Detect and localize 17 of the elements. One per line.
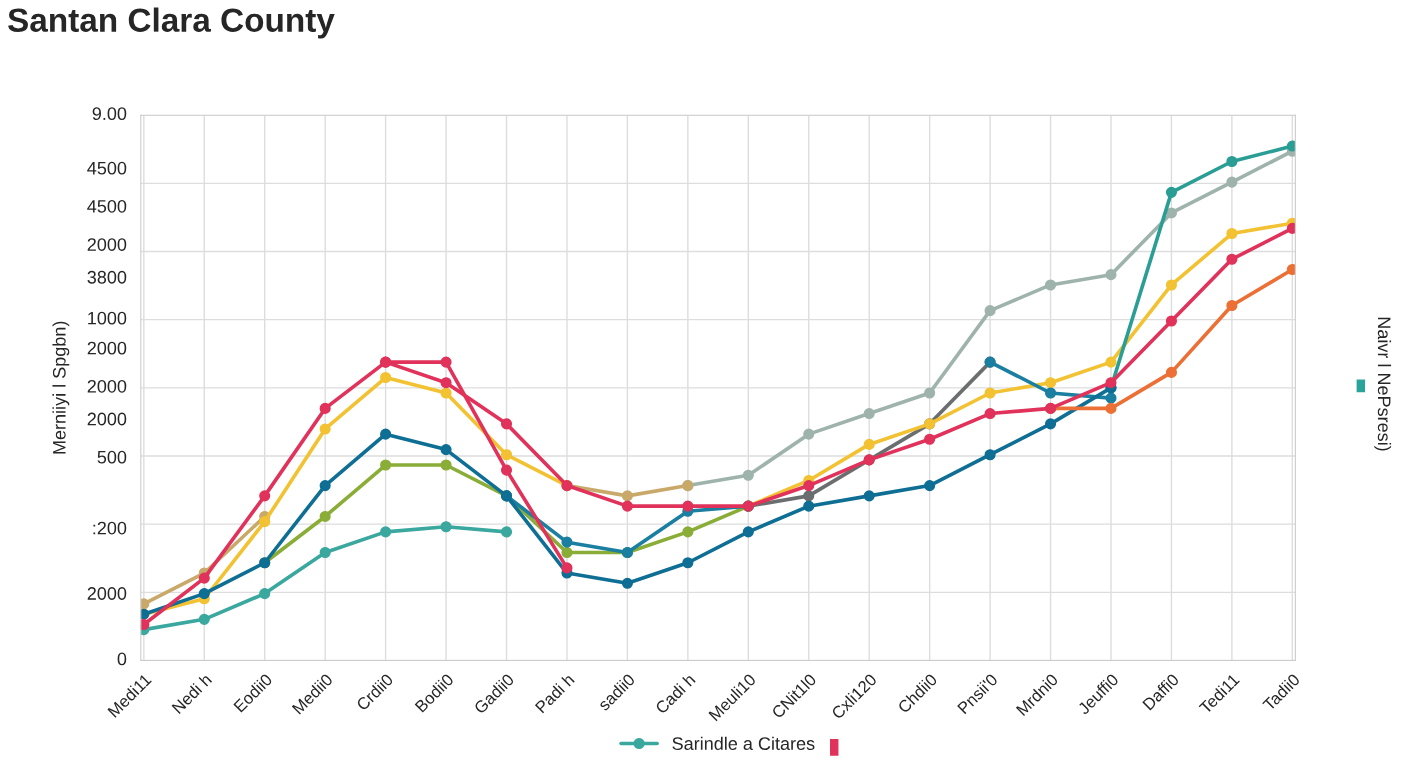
text: 0 bbox=[117, 652, 127, 666]
text: Naivr l NePsresi) bbox=[1374, 317, 1392, 451]
text: 4500 bbox=[87, 161, 127, 175]
text: :200 bbox=[93, 521, 127, 535]
y-axis-title: Merniiyi l Spgbn) bbox=[52, 321, 70, 454]
text: 9.00 bbox=[92, 107, 127, 121]
text: 2000 bbox=[87, 341, 127, 355]
chart-title: Santan Clara County bbox=[8, 7, 335, 39]
text: 3800 bbox=[87, 270, 127, 284]
text: 4500 bbox=[87, 199, 127, 213]
text: 2000 bbox=[87, 587, 127, 600]
text: 2000 bbox=[87, 379, 127, 393]
text: 2000 bbox=[87, 412, 127, 426]
text: 1000 bbox=[88, 311, 127, 325]
text: 500 bbox=[97, 450, 127, 464]
text: 2000 bbox=[87, 238, 127, 251]
legend-label: Sarindle a Citares bbox=[672, 736, 815, 750]
